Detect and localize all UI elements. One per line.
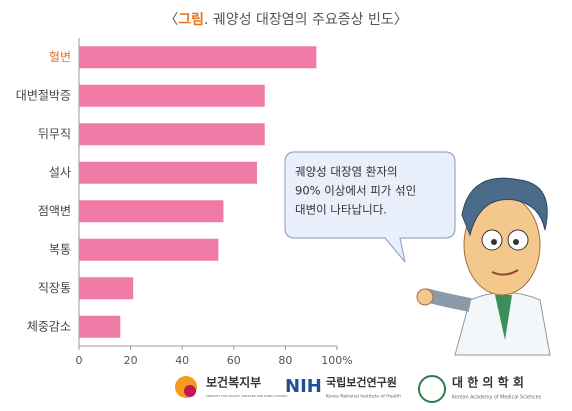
- title-part: . 궤양성 대장염의 주요증상 빈도〉: [204, 12, 408, 28]
- y-tick-label: 대변절박증: [16, 88, 71, 102]
- bar: [79, 277, 134, 300]
- logo-mark: NIH: [285, 376, 322, 397]
- doctor-illustration: [416, 177, 551, 356]
- chart-title: 〈그림. 궤양성 대장염의 주요증상 빈도〉: [164, 12, 407, 28]
- title-part: 〈: [164, 12, 178, 28]
- bar: [79, 84, 265, 107]
- bar: [79, 238, 219, 261]
- y-tick-label: 직장통: [38, 281, 71, 295]
- x-tick-label: 80: [278, 354, 292, 367]
- y-tick-label: 복통: [49, 242, 71, 256]
- y-tick-label: 뒤무직: [38, 127, 71, 141]
- bubble-text: 대변이 나타납니다.: [295, 203, 387, 217]
- bar: [79, 200, 224, 223]
- x-tick-label: 20: [124, 354, 138, 367]
- logo-name: 대 한 의 학 회: [452, 375, 524, 390]
- logo-icon: [418, 375, 446, 403]
- y-tick-label: 혈변: [49, 50, 71, 64]
- logo-sub: Korean Academy of Medical Sciences: [452, 395, 542, 401]
- x-tick-label: 0: [76, 354, 83, 367]
- x-tick-label: 100%: [321, 354, 352, 367]
- bubble-text: 90% 이상에서 피가 섞인: [295, 184, 416, 198]
- logo-icon: [184, 385, 196, 397]
- y-tick-label: 설사: [49, 165, 71, 179]
- logo-sub: MINISTRY FOR HEALTH, WELFARE AND FAMILY …: [206, 394, 287, 398]
- title-part: 그림: [178, 12, 204, 28]
- x-tick-label: 40: [175, 354, 189, 367]
- bar: [79, 46, 317, 69]
- bar: [79, 123, 265, 146]
- y-tick-label: 체중감소: [27, 319, 71, 333]
- logo-name: 보건복지부: [206, 375, 261, 390]
- bar: [79, 315, 121, 338]
- speech-bubble: [284, 151, 456, 263]
- logo-sub: Korea National Institute of Health: [326, 394, 401, 400]
- bar: [79, 161, 258, 184]
- bubble-text: 궤양성 대장염 환자의: [295, 165, 398, 179]
- y-tick-label: 점액변: [38, 204, 71, 218]
- x-tick-label: 60: [227, 354, 241, 367]
- logo-name: 국립보건연구원: [326, 375, 397, 389]
